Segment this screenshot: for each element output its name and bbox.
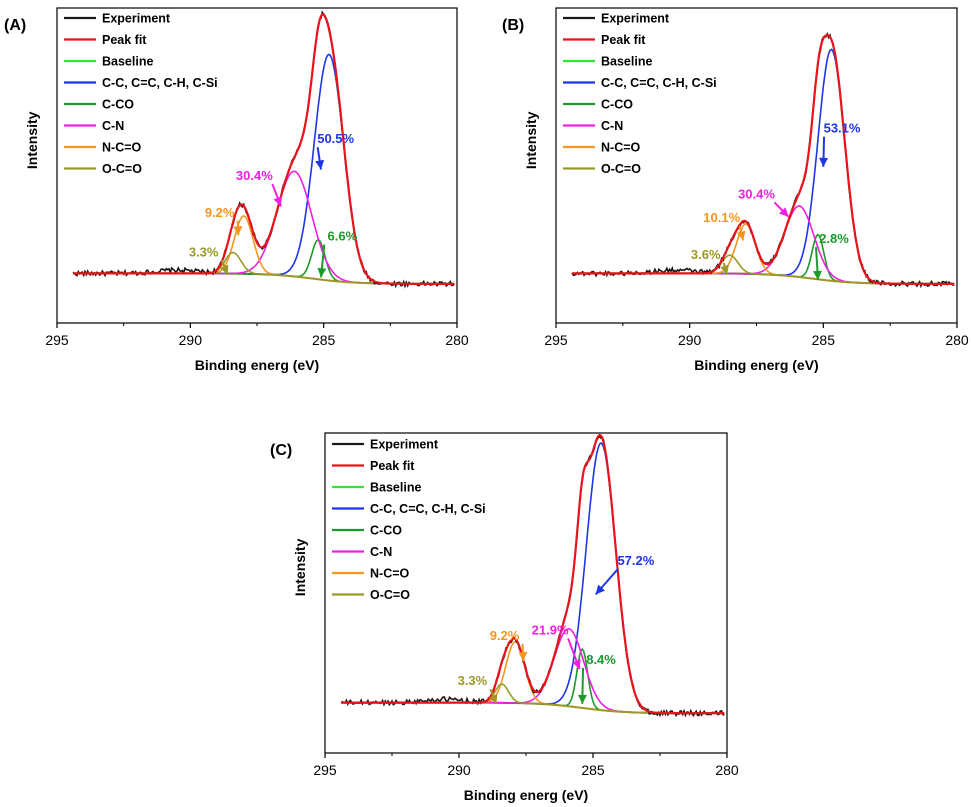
- legend-label: N-C=O: [601, 141, 641, 155]
- x-tick-label: 290: [179, 332, 203, 348]
- y-axis-title: Intensity: [292, 538, 308, 596]
- percent-label-n-c-o: 10.1%: [703, 210, 740, 225]
- percent-label-c-c-c-c-c-h-c-si: 57.2%: [617, 553, 654, 568]
- legend-label: Experiment: [601, 12, 670, 26]
- arrow-head: [779, 207, 789, 217]
- legend-label: C-CO: [370, 524, 402, 538]
- percent-label-n-c-o: 9.2%: [490, 628, 520, 643]
- panel-label: (A): [4, 17, 26, 34]
- arrow-head: [233, 226, 243, 236]
- percent-label-o-c-o: 3.3%: [189, 244, 219, 259]
- peak-c-n: [341, 627, 725, 715]
- percent-label-c-n: 30.4%: [738, 186, 775, 201]
- legend-label: Experiment: [370, 438, 439, 452]
- arrow-head: [819, 157, 829, 167]
- panel-b: 295 290 285 280 Binding energ (eV) Intensity (…: [502, 7, 969, 373]
- legend-label: Baseline: [102, 55, 153, 69]
- panel-label: (C): [270, 442, 292, 459]
- x-axis-title: Binding energ (eV): [694, 357, 818, 373]
- legend-label: C-C, C=C, C-H, C-Si: [370, 502, 486, 516]
- legend-label: Peak fit: [102, 33, 147, 47]
- arrow-head: [736, 230, 746, 241]
- percent-label-c-n: 21.9%: [532, 622, 569, 637]
- arrow-head: [518, 651, 528, 662]
- legend-label: Baseline: [370, 481, 421, 495]
- legend-label: N-C=O: [102, 141, 142, 155]
- legend-label: C-N: [102, 119, 124, 133]
- arrow-head: [220, 264, 229, 275]
- arrow-head: [572, 659, 581, 670]
- percent-label-o-c-o: 3.6%: [691, 247, 721, 262]
- percent-label-c-c-c-c-c-h-c-si: 50.5%: [317, 131, 354, 146]
- legend-label: C-N: [370, 545, 392, 559]
- arrow-head: [577, 694, 587, 704]
- percent-label-o-c-o: 3.3%: [458, 673, 488, 688]
- peak-c-co: [572, 233, 955, 285]
- x-tick-label: 295: [313, 762, 337, 778]
- x-tick-label: 285: [312, 332, 336, 348]
- x-axis-title: Binding energ (eV): [195, 357, 319, 373]
- x-tick-label: 280: [945, 332, 969, 348]
- legend-label: C-C, C=C, C-H, C-Si: [102, 76, 218, 90]
- percent-label-c-co: 2.8%: [819, 231, 849, 246]
- experiment-curve: [571, 31, 955, 289]
- legend-label: Peak fit: [370, 459, 415, 473]
- legend-label: C-CO: [102, 98, 134, 112]
- arrow-head: [317, 267, 327, 278]
- percent-label-n-c-o: 9.2%: [205, 205, 235, 220]
- legend-label: Baseline: [601, 55, 652, 69]
- panel-label: (B): [502, 17, 524, 34]
- x-tick-label: 280: [715, 762, 739, 778]
- peak-o-c-o: [572, 254, 955, 285]
- arrow-head: [488, 693, 498, 704]
- y-axis-title: Intensity: [523, 111, 539, 169]
- x-tick-label: 285: [812, 332, 836, 348]
- legend-label: C-CO: [601, 98, 633, 112]
- x-tick-label: 280: [445, 332, 469, 348]
- percent-label-c-co: 8.4%: [586, 652, 616, 667]
- legend-label: C-C, C=C, C-H, C-Si: [601, 76, 717, 90]
- arrow-head: [595, 584, 605, 595]
- x-axis-title: Binding energ (eV): [464, 787, 588, 803]
- percent-label-c-co: 6.6%: [328, 228, 358, 243]
- legend-label: Experiment: [102, 12, 171, 26]
- x-tick-label: 290: [678, 332, 702, 348]
- percent-label-c-n: 30.4%: [236, 168, 273, 183]
- x-tick-label: 295: [45, 332, 69, 348]
- peak-fit-curve: [341, 433, 725, 715]
- peak-fit-curve: [73, 13, 455, 285]
- legend-label: N-C=O: [370, 567, 410, 581]
- arrow-head: [315, 159, 325, 170]
- x-tick-label: 290: [447, 762, 471, 778]
- legend-label: C-N: [601, 119, 623, 133]
- legend-label: Peak fit: [601, 33, 646, 47]
- percent-label-c-c-c-c-c-h-c-si: 53.1%: [824, 121, 861, 136]
- arrow-head: [812, 270, 822, 280]
- panel-a: 295 290 285 280 Binding energ (eV) Intensity (…: [4, 7, 469, 373]
- legend-label: O-C=O: [102, 162, 142, 176]
- arrow-head: [273, 196, 282, 207]
- panel-c: 295 290 285 280 Binding energ (eV) Intensity (…: [270, 432, 739, 803]
- legend-label: O-C=O: [601, 162, 641, 176]
- legend-label: O-C=O: [370, 588, 410, 602]
- y-axis-title: Intensity: [24, 111, 40, 169]
- arrow-head: [720, 264, 729, 275]
- x-tick-label: 295: [544, 332, 568, 348]
- peak-fit-curve: [572, 33, 955, 285]
- x-tick-label: 285: [581, 762, 605, 778]
